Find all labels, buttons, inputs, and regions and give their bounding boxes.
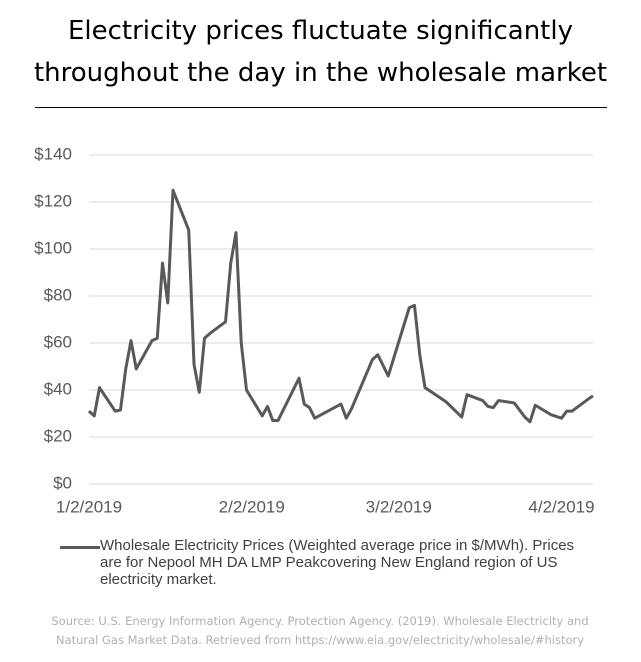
legend: Wholesale Electricity Prices (Weighted a… [60, 537, 600, 588]
x-tick-label: 4/2/2019 [528, 497, 594, 516]
legend-label: Wholesale Electricity Prices (Weighted a… [100, 537, 575, 588]
title-rule [35, 107, 607, 108]
y-tick-label: $0 [53, 473, 72, 492]
y-tick-label: $60 [44, 332, 72, 351]
x-tick-label: 1/2/2019 [56, 497, 122, 516]
y-tick-label: $80 [44, 285, 72, 304]
y-tick-label: $120 [34, 191, 72, 210]
y-tick-label: $40 [44, 379, 72, 398]
line-series [87, 188, 594, 424]
x-tick-label: 3/2/2019 [366, 497, 432, 516]
y-tick-label: $20 [44, 426, 72, 445]
source-note: Source: U.S. Energy Information Agency. … [51, 614, 589, 647]
chart-title: Electricity prices fluctuate significant… [33, 16, 608, 88]
legend-key [60, 546, 100, 588]
y-tick-label: $100 [34, 238, 72, 257]
y-tick-label: $140 [34, 144, 72, 163]
x-tick-label: 2/2/2019 [219, 497, 285, 516]
